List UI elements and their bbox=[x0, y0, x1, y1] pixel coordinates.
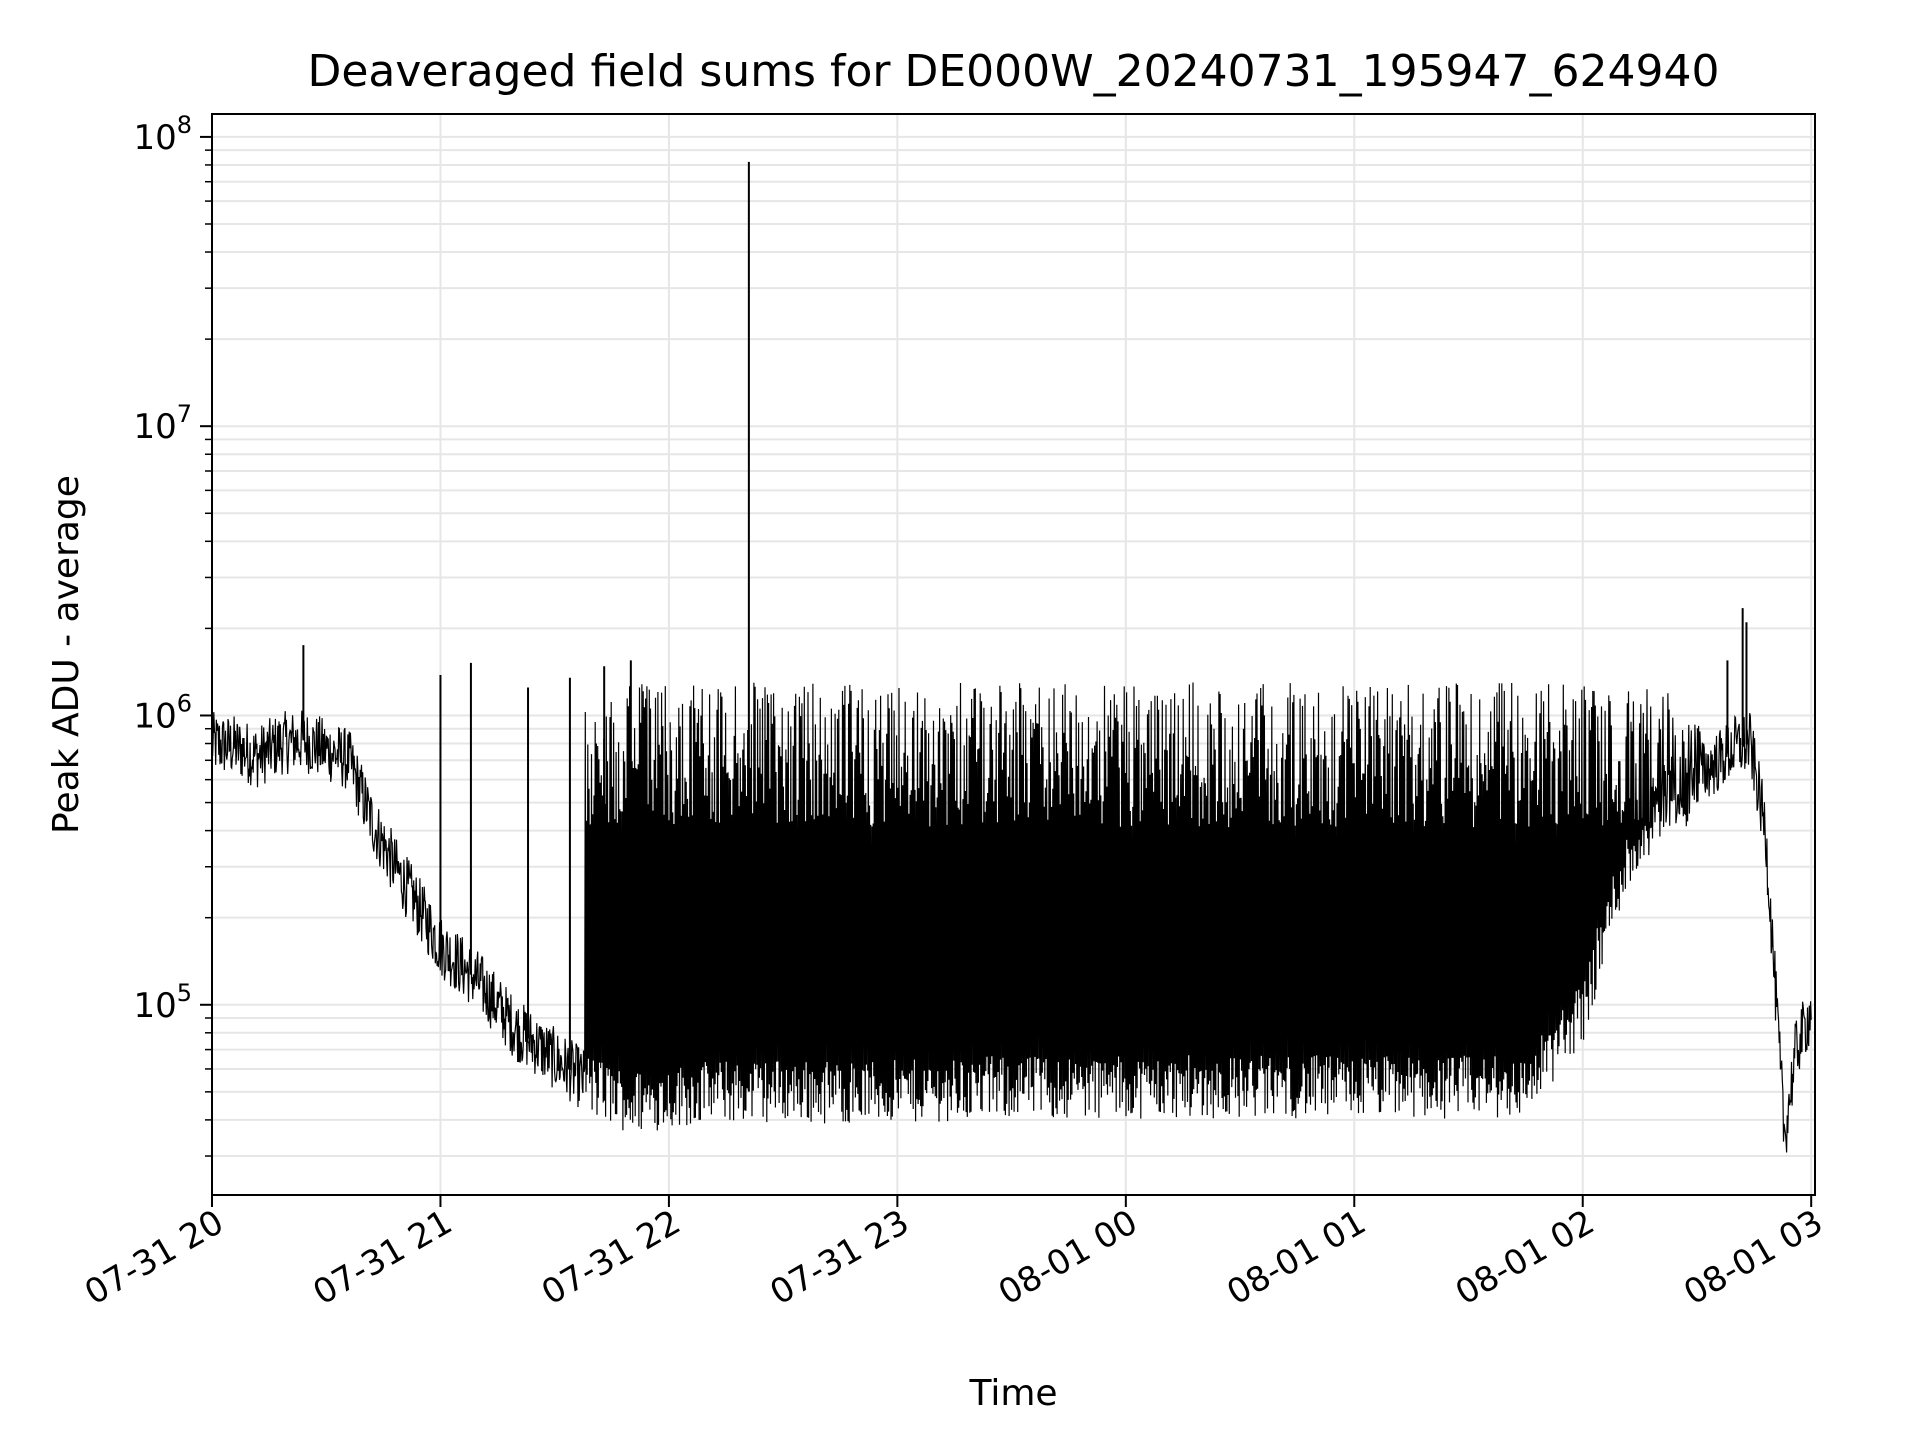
x-tick-label: 07-31 20 bbox=[78, 1202, 230, 1313]
chart-title: Deaveraged field sums for DE000W_2024073… bbox=[307, 46, 1719, 97]
x-axis: 07-31 20 07-31 21 07-31 22 07-31 23 08-01 00… bbox=[78, 1195, 1830, 1313]
x-axis-label: Time bbox=[968, 1373, 1057, 1414]
x-tick-label: 07-31 21 bbox=[307, 1202, 459, 1313]
x-tick-label: 07-31 22 bbox=[535, 1202, 687, 1313]
y-tick-label: 105 bbox=[133, 979, 192, 1026]
data-series bbox=[211, 161, 1812, 1153]
y-axis: 105 106 107 108 bbox=[133, 111, 212, 1157]
x-tick-label: 08-01 01 bbox=[1220, 1202, 1372, 1313]
x-tick-label: 08-01 03 bbox=[1677, 1202, 1829, 1313]
x-tick-label: 08-01 00 bbox=[992, 1202, 1144, 1313]
x-tick-label: 07-31 23 bbox=[763, 1202, 915, 1313]
y-tick-label: 106 bbox=[133, 689, 192, 736]
series-line bbox=[211, 682, 1812, 1153]
y-tick-label: 108 bbox=[133, 111, 192, 158]
y-axis-label: Peak ADU - average bbox=[46, 475, 87, 834]
y-tick-label: 107 bbox=[133, 400, 192, 447]
x-tick-label: 08-01 02 bbox=[1449, 1202, 1601, 1313]
plot-frame bbox=[211, 113, 1816, 1196]
